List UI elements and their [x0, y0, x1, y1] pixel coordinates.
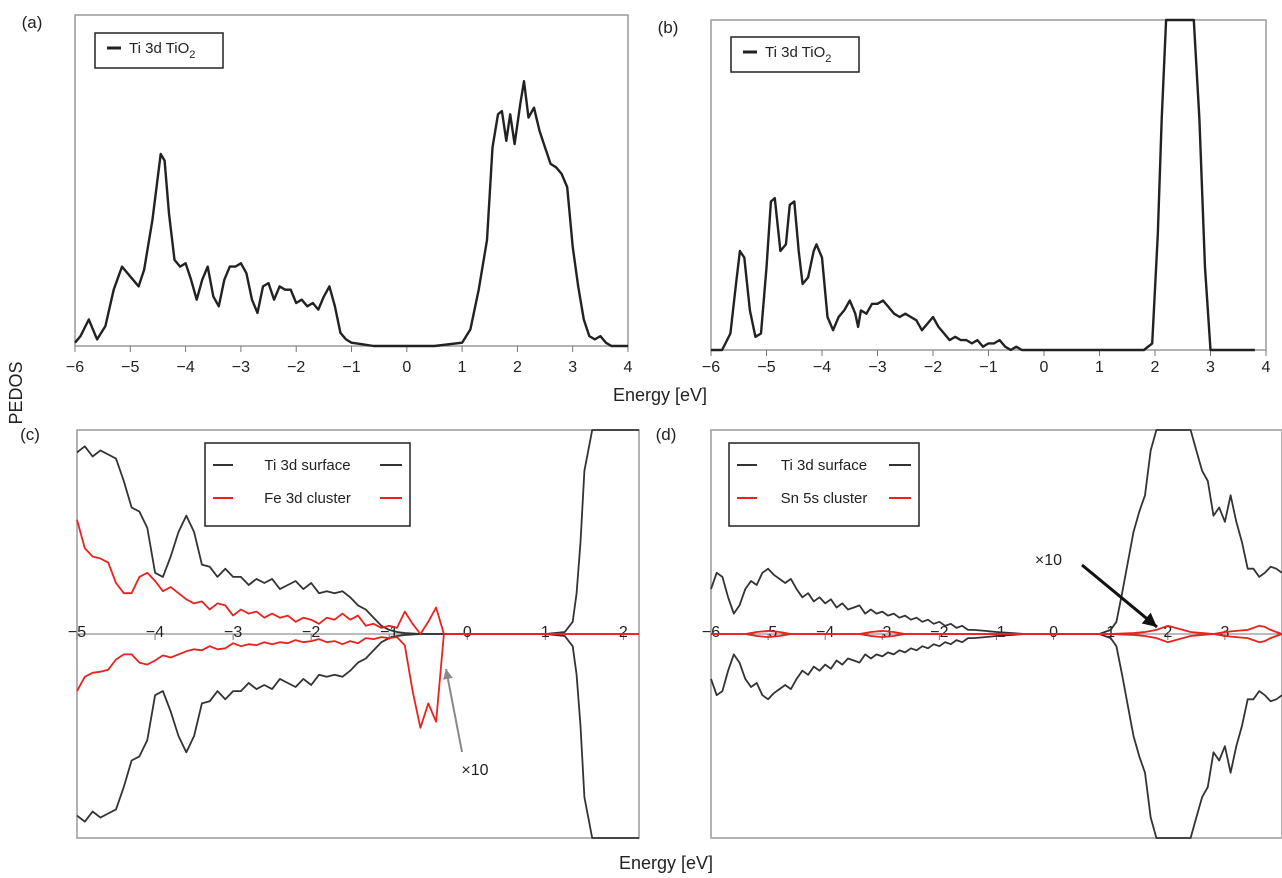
x-tick-label: −3 [868, 359, 886, 376]
legend-label: Ti 3d TiO2 [765, 44, 831, 65]
series-line-sn-5s-cluster-down [711, 633, 1282, 644]
legend-label: Sn 5s cluster [781, 490, 868, 507]
x-tick-label: −3 [232, 359, 250, 376]
x-tick-label: −3 [224, 624, 242, 641]
x-tick-label: 0 [1040, 359, 1049, 376]
x-tick-label: 1 [541, 624, 550, 641]
x-tick-label: −5 [121, 359, 139, 376]
x-tick-label: −4 [813, 359, 831, 376]
series-line-fe-3d-cluster [76, 519, 639, 635]
annotation-label: ×10 [461, 762, 488, 779]
x-tick-label: 2 [619, 624, 628, 641]
x-tick-label: −1 [979, 359, 997, 376]
series-line-ti-3d-surface [710, 429, 1282, 635]
x-tick-label: 2 [1163, 624, 1172, 641]
x-tick-label: −2 [930, 624, 948, 641]
x-tick-label: −3 [873, 624, 891, 641]
y-axis-title: PEDOS [6, 361, 26, 424]
panel-b: (b)−6 −5 −4 −3 −2 −1 0 1 2 3 4Ti 3d TiO2 [658, 18, 1271, 376]
series-line-fe-3d-cluster-down [76, 633, 639, 729]
legend-label: Ti 3d surface [781, 457, 867, 474]
legend-box [204, 442, 411, 527]
legend-box [728, 442, 920, 527]
x-tick-label: −5 [757, 359, 775, 376]
legend-label: Fe 3d cluster [264, 490, 351, 507]
x-tick-label: −4 [146, 624, 164, 641]
x-tick-label: 0 [1049, 624, 1058, 641]
panel-label: (d) [656, 425, 677, 444]
legend-label: Ti 3d TiO2 [129, 40, 195, 61]
series-line-ti-3d-surface-down [76, 633, 639, 839]
x-tick-label: −2 [924, 359, 942, 376]
x-tick-label: −6 [66, 359, 84, 376]
x-tick-label: 0 [402, 359, 411, 376]
legend-label-subscript: 2 [825, 53, 831, 65]
x-tick-label: 2 [513, 359, 522, 376]
legend-label-main: Ti 3d TiO [765, 44, 825, 61]
x-tick-label: −5 [68, 624, 86, 641]
x-tick-label: −1 [342, 359, 360, 376]
x-tick-label: 1 [1106, 624, 1115, 641]
x-tick-label: 1 [1095, 359, 1104, 376]
annotation-arrow-shaft [445, 668, 463, 753]
x-tick-label: 1 [458, 359, 467, 376]
legend-box [730, 36, 860, 73]
x-axis-title-bottom: Energy [eV] [619, 853, 713, 873]
x-tick-label: 2 [1151, 359, 1160, 376]
panel-label: (a) [22, 13, 43, 32]
x-tick-label: 4 [1262, 359, 1271, 376]
annotation-label: ×10 [1035, 552, 1062, 569]
series-line-ti-3d-tio2 [711, 18, 1255, 352]
panel-a: (a)−6 −5 −4 −3 −2 −1 0 1 2 3 4Ti 3d TiO2 [22, 13, 633, 376]
x-tick-label: −6 [702, 359, 720, 376]
annotation-arrow-head [442, 669, 453, 680]
x-tick-label: −4 [816, 624, 834, 641]
x-tick-label: 4 [624, 359, 633, 376]
panel-label: (b) [658, 18, 679, 37]
legend-label: Ti 3d surface [264, 457, 350, 474]
series-line-ti-3d-tio2 [74, 80, 628, 348]
x-tick-label: 3 [1206, 359, 1215, 376]
x-tick-label: −2 [302, 624, 320, 641]
x-tick-label: 3 [568, 359, 577, 376]
x-axis-title-top: Energy [eV] [613, 385, 707, 405]
x-tick-label: −6 [702, 624, 720, 641]
x-tick-label: −2 [287, 359, 305, 376]
legend-box [94, 32, 224, 69]
x-tick-label: 0 [463, 624, 472, 641]
x-tick-label: −5 [759, 624, 777, 641]
annotation-arrow-shaft [1081, 563, 1158, 629]
legend-label-main: Ti 3d TiO [129, 40, 189, 57]
legend-label-subscript: 2 [189, 49, 195, 61]
x-tick-label: −4 [176, 359, 194, 376]
series-line-ti-3d-surface-down [710, 633, 1282, 839]
panel-label: (c) [20, 425, 40, 444]
annotation-arrow-head [1141, 612, 1157, 627]
